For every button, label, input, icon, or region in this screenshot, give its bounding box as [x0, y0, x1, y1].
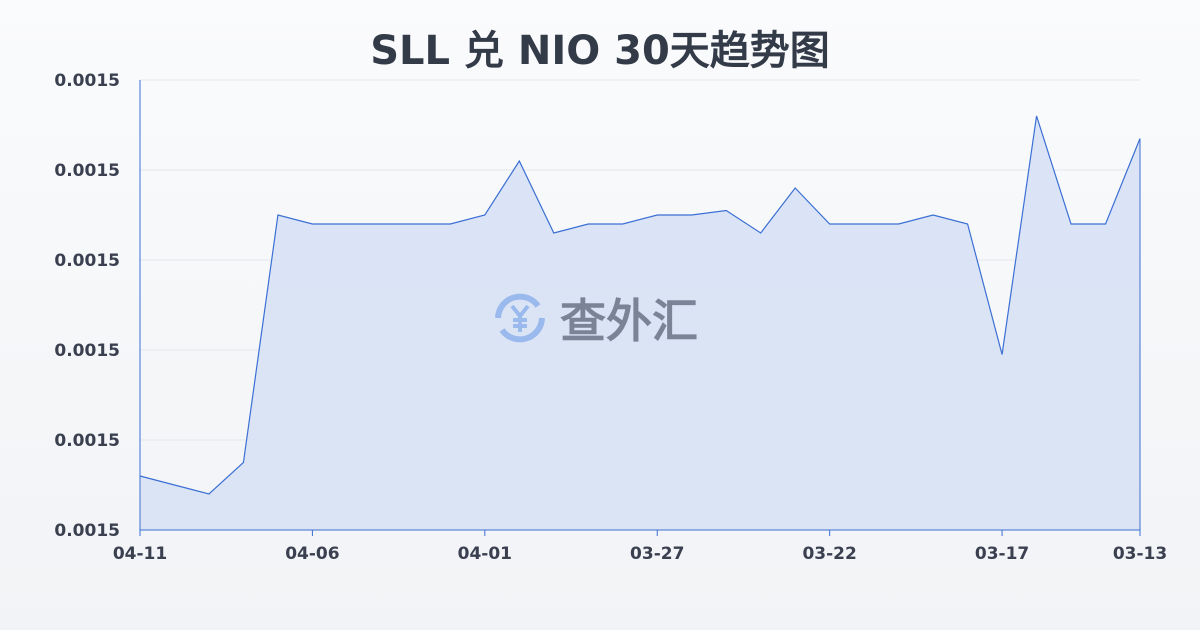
x-tick-label: 04-11: [113, 544, 167, 564]
watermark-text: 查外汇: [560, 294, 698, 348]
series-line: [139, 115, 1141, 495]
area-fill: [140, 116, 1140, 530]
chart-title: SLL 兑 NIO 30天趋势图: [370, 28, 830, 74]
y-tick-label: 0.0015: [54, 341, 120, 361]
x-tick-label: 04-06: [285, 544, 339, 564]
x-tick-label: 03-22: [802, 544, 856, 564]
y-tick-label: 0.0015: [54, 521, 120, 541]
watermark: 查外汇: [490, 285, 698, 351]
x-tick-label: 03-13: [1113, 544, 1167, 564]
yen-exchange-icon: [495, 293, 545, 343]
y-tick-label: 0.0015: [54, 161, 120, 181]
y-tick-label: 0.0015: [54, 251, 120, 271]
x-tick-label: 04-01: [458, 544, 512, 564]
x-tick-label: 03-17: [975, 544, 1029, 564]
x-tick-label: 03-27: [630, 544, 684, 564]
y-tick-label: 0.0015: [54, 431, 120, 451]
y-tick-label: 0.0015: [54, 71, 120, 91]
